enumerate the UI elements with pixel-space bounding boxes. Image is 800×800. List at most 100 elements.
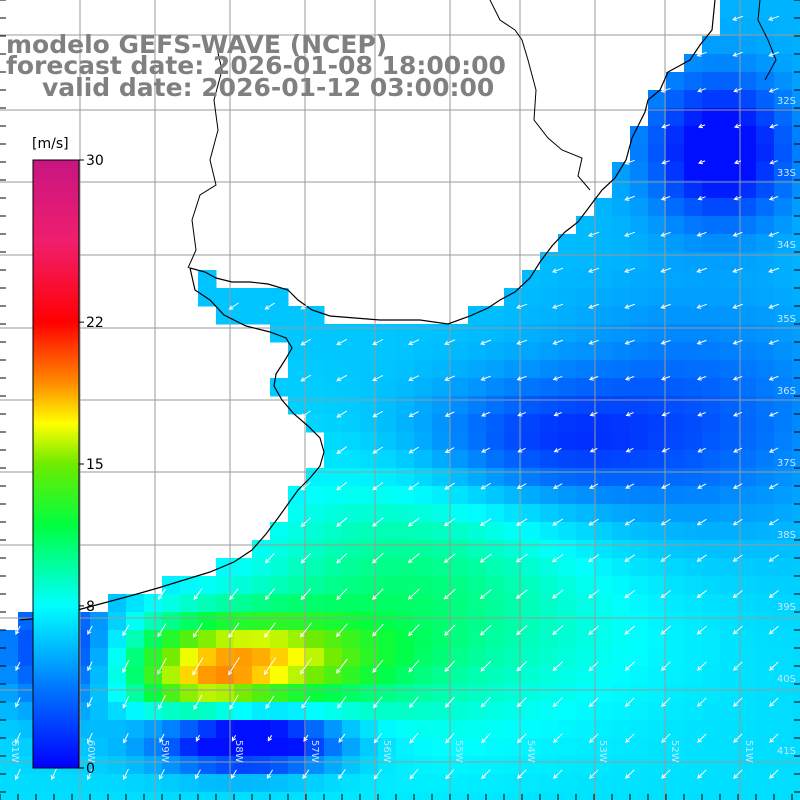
speed-cell [648, 216, 667, 235]
speed-cell [486, 702, 505, 721]
speed-cell [270, 738, 289, 757]
speed-cell [486, 486, 505, 505]
speed-cell [666, 432, 685, 451]
speed-cell [540, 396, 559, 415]
speed-cell [162, 576, 181, 595]
speed-cell [162, 666, 181, 685]
wind-arrow [660, 303, 671, 309]
speed-cell [594, 432, 613, 451]
wind-arrow [481, 769, 491, 780]
speed-cell [504, 288, 523, 307]
speed-cell [360, 576, 379, 595]
wind-arrow [159, 733, 165, 743]
speed-cell [756, 522, 775, 541]
speed-cell [288, 342, 307, 361]
lat-label: 39S [777, 602, 796, 613]
wind-arrow [300, 302, 311, 310]
speed-cell [540, 342, 559, 361]
speed-cell [666, 378, 685, 397]
wind-arrow [624, 554, 636, 562]
speed-cell [504, 450, 523, 469]
wind-arrow [407, 624, 420, 637]
wind-arrow [552, 661, 564, 672]
wind-arrow [264, 588, 275, 601]
speed-cell [486, 720, 505, 739]
lat-label: 36S [777, 386, 796, 397]
speed-cell [234, 756, 253, 775]
speed-cell [396, 414, 415, 433]
speed-cell [576, 288, 595, 307]
speed-cell [252, 612, 271, 631]
speed-cell [630, 162, 649, 181]
speed-cell [540, 594, 559, 613]
speed-cell [756, 180, 775, 199]
speed-cell [0, 774, 19, 793]
speed-cell [360, 738, 379, 757]
wind-arrow [15, 661, 21, 671]
speed-cell [522, 378, 541, 397]
speed-cell [126, 738, 145, 757]
speed-cell [216, 648, 235, 667]
speed-cell [468, 396, 487, 415]
speed-cell [540, 450, 559, 469]
speed-cell [342, 324, 361, 343]
speed-cell [630, 756, 649, 775]
speed-cell [756, 288, 775, 307]
speed-cell [666, 252, 685, 271]
speed-cell [252, 648, 271, 667]
speed-cell [630, 666, 649, 685]
wind-arrow [157, 695, 166, 710]
speed-cell [792, 630, 800, 649]
lon-label: 57W [309, 740, 320, 763]
speed-cell [630, 504, 649, 523]
wind-arrow [86, 768, 93, 781]
speed-cell [504, 594, 523, 613]
speed-cell [378, 738, 397, 757]
speed-cell [414, 450, 433, 469]
speed-cell [306, 360, 325, 379]
speed-cell [594, 684, 613, 703]
wind-arrow [661, 733, 671, 743]
speed-cell [450, 594, 469, 613]
wind-arrow [551, 267, 564, 273]
speed-cell [738, 234, 757, 253]
speed-cell [774, 36, 793, 55]
speed-cell [450, 756, 469, 775]
wind-arrow [733, 661, 743, 671]
speed-cell [144, 684, 163, 703]
speed-cell [702, 360, 721, 379]
speed-cell [486, 324, 505, 343]
speed-cell [18, 648, 37, 667]
speed-cell [396, 648, 415, 667]
speed-cell [306, 720, 325, 739]
speed-cell [612, 594, 631, 613]
speed-cell [252, 738, 271, 757]
wind-arrow [732, 554, 743, 562]
wind-arrow [732, 518, 743, 526]
speed-cell [18, 792, 37, 800]
speed-cell [306, 594, 325, 613]
speed-cell [774, 270, 793, 289]
speed-cell [270, 648, 289, 667]
speed-cell [630, 360, 649, 379]
speed-cell [630, 594, 649, 613]
speed-cell [198, 666, 217, 685]
speed-cell [396, 324, 415, 343]
wind-arrow [625, 483, 635, 489]
speed-cell [378, 396, 397, 415]
speed-cell [540, 630, 559, 649]
wind-arrow [661, 447, 670, 453]
speed-cell [684, 216, 703, 235]
speed-cell [576, 468, 595, 487]
wind-arrow [660, 376, 671, 381]
speed-cell [684, 54, 703, 73]
speed-cell [648, 324, 667, 343]
speed-cell [594, 756, 613, 775]
wind-arrow [552, 518, 564, 526]
speed-cell [684, 756, 703, 775]
speed-cell [414, 720, 433, 739]
speed-cell [720, 324, 739, 343]
speed-cell [360, 684, 379, 703]
speed-cell [738, 270, 757, 289]
speed-cell [504, 612, 523, 631]
